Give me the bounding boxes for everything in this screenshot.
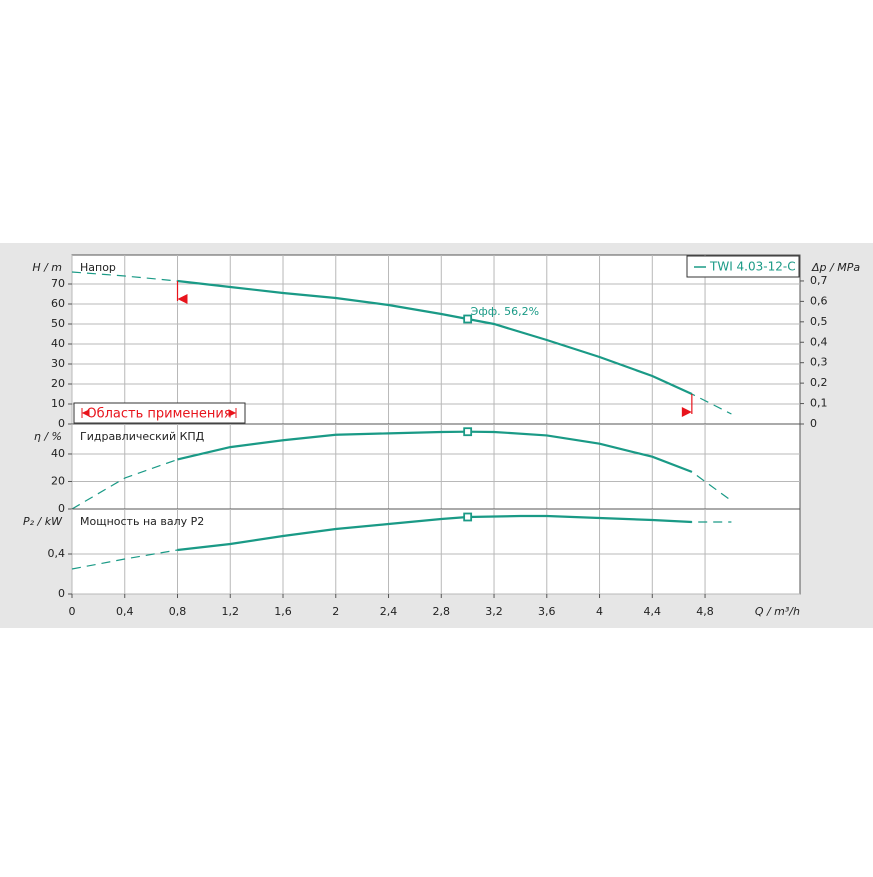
- y2-tick-label: 0,5: [810, 315, 828, 328]
- x-tick-label: 1,2: [222, 605, 240, 618]
- y-tick-label: 0: [58, 587, 65, 600]
- x-tick-label: 4: [596, 605, 603, 618]
- y-tick-label: 20: [51, 377, 65, 390]
- y-tick-label: 20: [51, 474, 65, 487]
- range-arrow: [681, 407, 692, 417]
- y-tick-label: 0,4: [48, 547, 66, 560]
- y2-tick-label: 0,6: [810, 294, 828, 307]
- legend-label: TWI 4.03-12-C: [709, 260, 796, 274]
- y-tick-label: 30: [51, 357, 65, 370]
- x-tick-label: 0,8: [169, 605, 187, 618]
- y-tick-label: 0: [58, 502, 65, 515]
- y-tick-label: 40: [51, 447, 65, 460]
- range-label-box: [73, 402, 246, 424]
- curve: [177, 514, 692, 552]
- range-arrow: [177, 294, 188, 304]
- range-label-arrow: [81, 408, 90, 418]
- x-axis-title: Q / m³/h: [755, 605, 800, 618]
- y-axis-title: P₂ / kW: [23, 515, 63, 528]
- x-tick-label: 0: [69, 605, 76, 618]
- x-tick-label: 2: [332, 605, 339, 618]
- y2-tick-label: 0,1: [810, 397, 828, 410]
- range-label-arrow: [228, 408, 237, 418]
- duty-point: [463, 512, 473, 522]
- x-tick-label: 3,2: [485, 605, 503, 618]
- plot-area: [71, 508, 801, 595]
- x-tick-label: 4,8: [696, 605, 714, 618]
- y-tick-label: 70: [51, 277, 65, 290]
- y2-axis-title: Δp / MPa: [811, 261, 860, 274]
- y-tick-label: 40: [51, 337, 65, 350]
- y-axis-title: H / m: [32, 261, 62, 274]
- y2-tick-label: 0: [810, 417, 817, 430]
- x-tick-label: 2,8: [433, 605, 451, 618]
- y-tick-label: 0: [58, 417, 65, 430]
- y2-tick-label: 0,7: [810, 274, 828, 287]
- duty-point: [463, 427, 473, 437]
- y2-tick-label: 0,3: [810, 356, 828, 369]
- x-tick-label: 2,4: [380, 605, 398, 618]
- annotation: Эфф. 56,2%: [471, 305, 539, 318]
- panel-title: Гидравлический КПД: [80, 430, 205, 443]
- y-tick-label: 10: [51, 397, 65, 410]
- y-axis-title: η / %: [34, 430, 62, 443]
- range-label: Область применения: [86, 407, 231, 422]
- x-tick-label: 0,4: [116, 605, 134, 618]
- x-tick-label: 3,6: [538, 605, 556, 618]
- x-tick-label: 4,4: [644, 605, 662, 618]
- curve: [177, 430, 693, 473]
- curve: [177, 279, 693, 396]
- duty-point: [463, 314, 473, 324]
- panel-title: Мощность на валу P2: [80, 515, 204, 528]
- y2-tick-label: 0,4: [810, 335, 828, 348]
- legend-box: [686, 255, 800, 278]
- panel-title: Напор: [80, 261, 116, 274]
- y-tick-label: 50: [51, 317, 65, 330]
- y2-tick-label: 0,2: [810, 376, 828, 389]
- x-tick-label: 1,6: [274, 605, 292, 618]
- y-tick-label: 60: [51, 297, 65, 310]
